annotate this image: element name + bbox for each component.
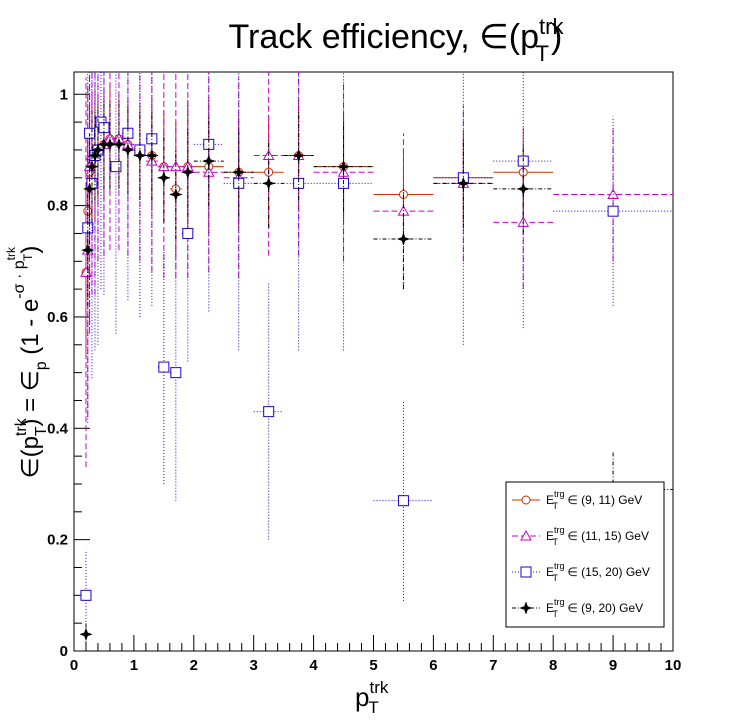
data-point: [261, 176, 276, 191]
data-point: [397, 495, 409, 507]
legend-label: Etrg T ∈ (9, 20) GeV: [546, 597, 643, 619]
legend-label: Etrg T ∈ (15, 20) GeV: [546, 561, 650, 583]
x-tick-label: 0: [70, 657, 78, 674]
y-tick-label: 0.4: [47, 420, 69, 437]
data-point: [82, 182, 97, 196]
x-tick-label: 10: [665, 657, 682, 674]
legend-label: Etrg T ∈ (11, 15) GeV: [546, 525, 649, 547]
data-point: [121, 143, 135, 157]
data-point: [170, 367, 182, 379]
legend-box: [505, 481, 665, 628]
x-tick-label: 8: [549, 657, 557, 674]
data-point: [158, 361, 170, 373]
x-axis-label: ptrk T: [355, 678, 389, 717]
x-tick-label: 4: [309, 657, 318, 674]
y-tick-label: 1: [60, 86, 68, 103]
y-tick-label: 0.2: [47, 532, 68, 549]
data-point: [202, 154, 216, 168]
data-point: [80, 589, 92, 601]
y-tick-label: 0: [60, 643, 68, 660]
data-point: [145, 148, 159, 163]
data-point: [81, 243, 95, 257]
data-point: [169, 187, 183, 202]
data-point: [607, 205, 619, 217]
chart-title: Track efficiency, ∈(ptrk T): [229, 14, 565, 66]
data-point: [396, 232, 411, 246]
x-tick-label: 1: [130, 657, 138, 674]
data-point: [85, 159, 99, 174]
data-point: [80, 266, 92, 277]
data-point: [79, 627, 93, 642]
legend-marker: [521, 495, 531, 505]
legend-marker: [520, 566, 532, 578]
data-point: [112, 137, 126, 152]
legend-marker: [520, 529, 532, 541]
data-point: [91, 143, 105, 157]
data-point: [263, 406, 275, 418]
legend-label: Etrg T ∈ (9, 11) GeV: [546, 489, 642, 511]
data-point: [516, 182, 531, 196]
data-point: [456, 176, 471, 191]
x-tick-label: 9: [609, 657, 617, 674]
data-point: [231, 165, 246, 179]
y-tick-label: 0.8: [47, 198, 68, 215]
x-tick-label: 2: [190, 657, 198, 674]
x-tick-label: 3: [250, 657, 258, 674]
y-tick-label: 0.6: [47, 309, 68, 326]
data-point: [103, 137, 117, 152]
data-point: [182, 227, 194, 239]
y-axis-label: ∈(ptrk T) = ∈p (1 - e-σ · ptrk T): [4, 246, 50, 479]
data-point: [291, 148, 306, 163]
legend-marker: [519, 601, 533, 615]
data-point: [133, 148, 147, 163]
data-point: [336, 159, 351, 174]
data-point: [157, 171, 171, 185]
x-tick-label: 6: [429, 657, 437, 674]
data-point: [110, 161, 122, 173]
x-tick-label: 7: [489, 657, 497, 674]
x-tick-label: 5: [369, 657, 377, 674]
data-point: [181, 165, 195, 179]
y-axis-label-group: ∈(ptrk T) = ∈p (1 - e-σ · ptrk T): [4, 246, 50, 479]
